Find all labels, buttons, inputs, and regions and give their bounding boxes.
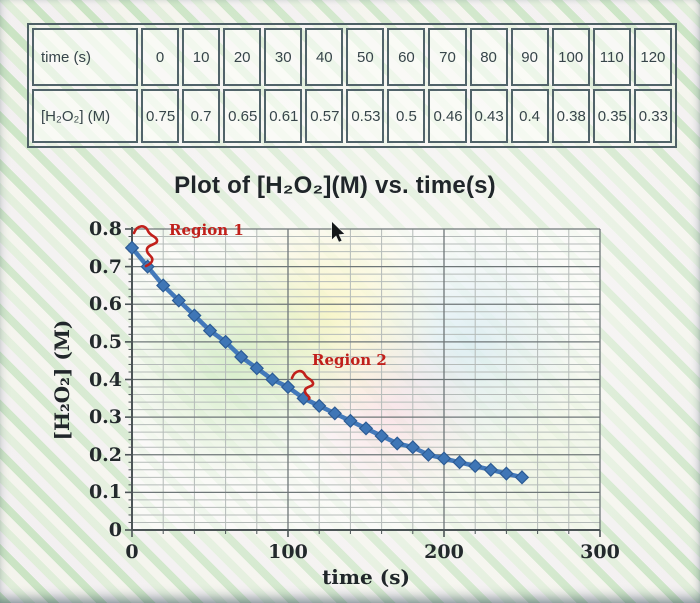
table-row-time: time (s) 0 10 20 30 40 50 60 70 80 90 100 110 120 xyxy=(32,28,672,86)
x-tick-label: 200 xyxy=(424,541,464,563)
y-axis-title: [H₂O₂] (M) xyxy=(50,319,74,441)
table-cell: 0.4 xyxy=(510,89,549,143)
table-cell: 20 xyxy=(223,28,262,86)
y-tick-label: 0.8 xyxy=(88,218,122,240)
chart-title: Plot of [H₂O₂](M) vs. time(s) xyxy=(174,172,496,199)
table-cell: 0.46 xyxy=(428,89,467,143)
table-cell: 0.43 xyxy=(469,89,508,143)
y-tick-label: 0 xyxy=(108,519,122,541)
table-cell: 90 xyxy=(510,28,549,86)
table-cell: 120 xyxy=(633,28,672,86)
table-cell: 0.33 xyxy=(633,89,672,143)
table-cell: 40 xyxy=(305,28,344,86)
table-cell: 0.53 xyxy=(346,89,385,143)
data-table: time (s) 0 10 20 30 40 50 60 70 80 90 100 110 120 [H… xyxy=(27,23,677,148)
table-cell: 0.38 xyxy=(551,89,590,143)
y-tick-label: 0.6 xyxy=(88,293,122,316)
table-row-concentration: [H₂O₂] (M) 0.75 0.7 0.65 0.61 0.57 0.53 0.5 0.4… xyxy=(32,89,672,143)
region-2-label: Region 2 xyxy=(312,351,387,369)
table-cell: 0 xyxy=(141,28,180,86)
plot-area xyxy=(132,229,600,530)
table-cell: 0.61 xyxy=(264,89,303,143)
table-cell: 0.57 xyxy=(305,89,344,143)
table-cell: 0.5 xyxy=(387,89,426,143)
x-tick-label: 0 xyxy=(125,541,139,563)
table-cell: 80 xyxy=(469,28,508,86)
table-cell: 110 xyxy=(592,28,631,86)
concentration-row-header: [H₂O₂] (M) xyxy=(32,89,138,143)
table-cell: 50 xyxy=(346,28,385,86)
y-tick-label: 0.7 xyxy=(88,255,122,278)
table-cell: 0.35 xyxy=(592,89,631,143)
time-row-header: time (s) xyxy=(32,28,138,86)
table-cell: 60 xyxy=(387,28,426,86)
table-cell: 100 xyxy=(551,28,590,86)
table-cell: 30 xyxy=(264,28,303,86)
x-tick-label: 300 xyxy=(580,541,620,563)
y-tick-label: 0.1 xyxy=(88,481,122,504)
table-cell: 10 xyxy=(182,28,221,86)
y-tick-label: 0.2 xyxy=(88,443,122,466)
x-axis-title: time (s) xyxy=(322,565,410,589)
region-1-label: Region 1 xyxy=(169,221,244,239)
table-cell: 70 xyxy=(428,28,467,86)
x-tick-label: 100 xyxy=(268,541,308,563)
table-cell: 0.7 xyxy=(182,89,221,143)
table-cell: 0.75 xyxy=(141,89,180,143)
table-cell: 0.65 xyxy=(223,89,262,143)
